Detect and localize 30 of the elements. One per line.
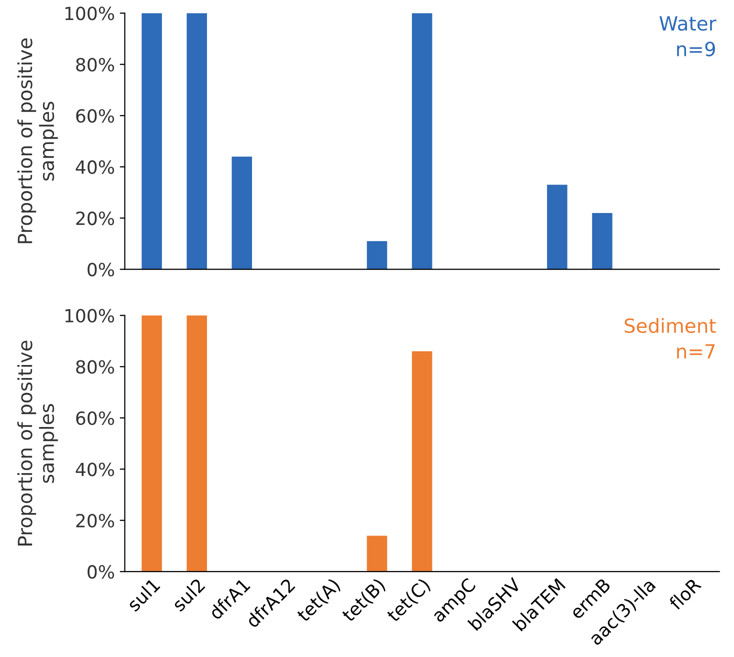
annotation: Water <box>660 16 716 31</box>
bar <box>366 241 388 270</box>
y-tick-label: 20% <box>76 514 114 528</box>
bar <box>592 212 612 270</box>
annotation: Sediment <box>624 318 716 334</box>
y-tick-label: 80% <box>76 360 114 374</box>
bar <box>186 13 207 270</box>
bar <box>366 536 388 572</box>
y-tick-label: 100% <box>65 308 114 323</box>
x-tick-label: floR <box>668 576 702 611</box>
bar <box>547 184 568 270</box>
annotation: n=9 <box>677 42 715 56</box>
y-tick-label: 20% <box>76 212 114 226</box>
y-tick-label: 100% <box>65 6 114 20</box>
bar <box>412 351 432 572</box>
y-tick-label: 0% <box>88 565 114 579</box>
bar <box>412 13 432 270</box>
y-tick-label: 40% <box>76 160 114 174</box>
y-tick-label: 60% <box>76 109 114 123</box>
bar <box>142 315 162 572</box>
bar <box>142 13 162 270</box>
y-axis-title: Proportion of positive samples <box>17 38 58 244</box>
y-tick-label: 0% <box>88 262 114 276</box>
bar <box>186 315 207 572</box>
y-tick-label: 60% <box>76 411 114 426</box>
bar <box>232 156 252 270</box>
y-tick-label: 80% <box>76 58 114 72</box>
annotation: n=7 <box>677 344 715 358</box>
y-axis-title: Proportion of positive samples <box>17 340 58 546</box>
y-tick-label: 40% <box>76 462 114 476</box>
